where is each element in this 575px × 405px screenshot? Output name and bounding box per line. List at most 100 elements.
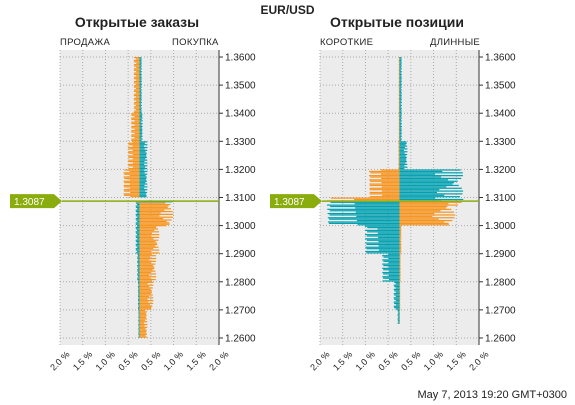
orders-bar-left — [133, 94, 140, 97]
orders-y-tick-label: 1.2800 — [225, 277, 256, 288]
orders-bar-right — [139, 225, 157, 227]
orders-bar-left — [137, 290, 140, 292]
orders-bar-left — [132, 141, 140, 143]
orders-bar-right — [139, 220, 167, 223]
orders-current-price-tag — [10, 194, 62, 209]
positions-bar-left — [357, 224, 400, 226]
positions-bar-right — [399, 295, 401, 298]
orders-bar-left — [135, 210, 140, 213]
positions-bar-right — [399, 214, 456, 216]
positions-bar-right — [399, 152, 405, 154]
positions-x-tick-label: 2.0 % — [308, 349, 331, 372]
positions-bar-left — [378, 249, 400, 251]
positions-bar-right — [399, 298, 401, 300]
positions-bar-right — [399, 59, 402, 62]
positions-bar-right — [399, 142, 407, 144]
positions-bar-left — [398, 68, 400, 70]
orders-bar-left — [137, 250, 140, 253]
positions-bar-left — [378, 245, 400, 247]
positions-bar-left — [398, 134, 400, 136]
orders-bar-left — [137, 216, 140, 218]
positions-bar-right — [399, 294, 401, 296]
orders-bar-left — [138, 297, 140, 299]
orders-bar-right — [139, 173, 148, 175]
orders-bar-left — [137, 264, 140, 267]
orders-bar-left — [135, 236, 140, 239]
positions-bar-left — [398, 97, 400, 99]
orders-bar-left — [138, 318, 140, 320]
orders-bar-right — [139, 65, 142, 67]
positions-bar-right — [399, 175, 463, 177]
positions-bar-right — [399, 135, 402, 137]
orders-bar-left — [138, 326, 140, 328]
positions-bar-right — [399, 262, 401, 264]
positions-bar-left — [395, 304, 400, 306]
positions-bar-left — [378, 241, 400, 243]
orders-bar-left — [137, 274, 140, 276]
positions-bar-right — [399, 166, 408, 168]
orders-bar-left — [131, 135, 140, 137]
positions-bar-right — [399, 253, 401, 255]
orders-bar-right — [139, 184, 145, 187]
positions-bar-right — [399, 86, 402, 88]
positions-bar-left — [398, 162, 400, 164]
positions-bar-right — [399, 231, 402, 233]
orders-bar-left — [137, 266, 140, 268]
orders-bar-right — [139, 287, 153, 289]
positions-bar-right — [399, 219, 453, 222]
orders-bar-right — [139, 326, 148, 328]
positions-bar-right — [399, 73, 402, 76]
orders-bar-left — [137, 259, 140, 261]
orders-bar-right — [139, 213, 174, 215]
orders-bar-right — [139, 124, 142, 126]
positions-bar-left — [398, 111, 400, 114]
orders-bar-right — [139, 227, 157, 229]
positions-bar-right — [399, 269, 401, 271]
orders-bar-left — [138, 300, 140, 302]
positions-bar-left — [397, 318, 400, 320]
orders-bar-left — [137, 269, 140, 271]
orders-bar-right — [139, 79, 142, 81]
orders-bar-right — [139, 305, 153, 307]
positions-bar-left — [367, 227, 400, 229]
orders-bar-right — [139, 93, 142, 95]
positions-bar-left — [327, 217, 400, 219]
orders-bar-left — [135, 96, 140, 98]
positions-bar-right — [399, 234, 401, 236]
positions-bar-left — [398, 99, 400, 101]
orders-bar-left — [137, 302, 140, 305]
orders-bar-right — [139, 71, 142, 73]
positions-bar-left — [398, 141, 400, 143]
orders-bar-right — [139, 177, 147, 180]
orders-bar-left — [130, 191, 140, 194]
positions-bar-left — [369, 175, 400, 177]
orders-bar-right — [139, 182, 146, 184]
positions-bar-right — [399, 125, 402, 128]
orders-y-tick-label: 1.2600 — [225, 333, 256, 344]
positions-bar-left — [329, 210, 400, 212]
positions-bar-right — [399, 176, 442, 178]
orders-bar-left — [129, 183, 140, 185]
positions-bar-right — [399, 211, 455, 213]
positions-bar-left — [398, 78, 400, 80]
positions-bar-left — [398, 90, 400, 92]
orders-bar-right — [139, 328, 146, 330]
positions-bar-right — [399, 238, 402, 240]
orders-bar-right — [139, 248, 154, 250]
positions-bar-left — [397, 314, 400, 316]
positions-bar-left — [394, 302, 400, 305]
positions-bar-right — [399, 201, 462, 203]
positions-bar-left — [369, 179, 400, 181]
positions-bar-left — [393, 305, 400, 307]
orders-bar-right — [139, 121, 142, 123]
orders-bar-right — [139, 208, 171, 210]
positions-bar-right — [399, 239, 401, 241]
orders-bar-left — [137, 286, 140, 288]
orders-bar-right — [139, 145, 144, 147]
orders-bar-right — [139, 308, 152, 310]
orders-bar-right — [139, 273, 157, 275]
orders-bar-right — [139, 68, 142, 70]
positions-bar-left — [369, 191, 400, 194]
orders-bar-left — [138, 308, 140, 310]
